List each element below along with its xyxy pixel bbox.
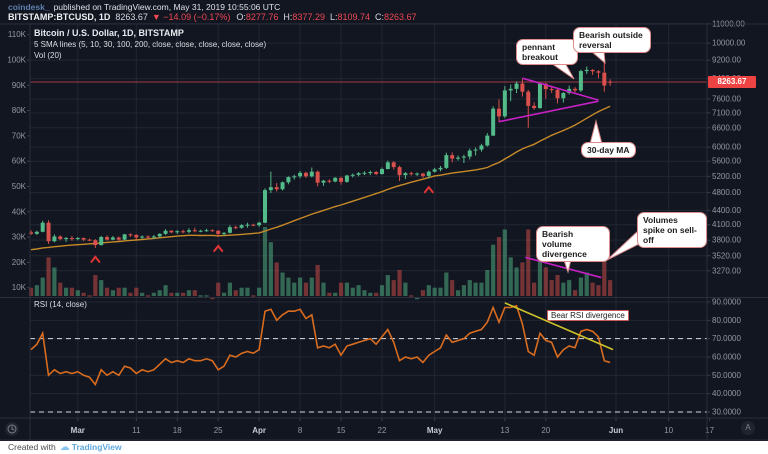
ma-30-line <box>30 105 611 251</box>
svg-text:20: 20 <box>541 426 550 435</box>
pennant-upper-line <box>522 77 599 101</box>
candlesticks <box>29 62 613 248</box>
svg-text:60.0000: 60.0000 <box>712 352 741 361</box>
svg-text:80K: 80K <box>12 106 27 115</box>
svg-text:3800.00: 3800.00 <box>712 236 741 245</box>
pane-frame <box>0 23 768 441</box>
axis-labels: 110K100K90K80K70K60K50K40K30K20K10K11000… <box>7 19 746 435</box>
svg-text:30.0000: 30.0000 <box>712 407 741 416</box>
pennant-lower-line <box>498 100 599 123</box>
annotation-30-day-ma: 30-day MA <box>581 142 636 159</box>
svg-text:100K: 100K <box>7 56 26 65</box>
svg-text:May: May <box>427 426 443 435</box>
author-link[interactable]: coindesk_ <box>8 2 50 12</box>
symbol-status-row: BITSTAMP:BTCUSD, 1D 8263.67 ▼ −14.09 (−0.1… <box>8 12 422 22</box>
open-value: O:8277.76 <box>236 12 279 22</box>
published-text: published on TradingView.com, May 31, 20… <box>53 2 281 12</box>
svg-text:90K: 90K <box>12 81 27 90</box>
svg-text:Jun: Jun <box>609 426 623 435</box>
svg-text:7600.00: 7600.00 <box>712 95 741 104</box>
svg-text:7100.00: 7100.00 <box>712 108 741 117</box>
annotation-volumes-spike: Volumes spike on sell-off <box>637 212 707 249</box>
svg-text:50.0000: 50.0000 <box>712 371 741 380</box>
svg-text:4400.00: 4400.00 <box>712 206 741 215</box>
rsi-pane <box>30 302 707 413</box>
svg-text:40.0000: 40.0000 <box>712 389 741 398</box>
instrument-title: Bitcoin / U.S. Dollar, 1D, BITSTAMP <box>34 28 184 38</box>
high-value: H:8377.29 <box>283 12 325 22</box>
svg-text:20K: 20K <box>12 258 27 267</box>
svg-text:13: 13 <box>500 426 509 435</box>
sma-study-label: 5 SMA lines (5, 10, 30, 100, 200, close,… <box>34 40 267 49</box>
svg-text:15: 15 <box>337 426 346 435</box>
timezone-clock-icon <box>7 424 17 434</box>
auto-scale-button[interactable]: A <box>741 421 755 435</box>
volume-bars <box>28 226 613 300</box>
svg-text:6000.00: 6000.00 <box>712 143 741 152</box>
svg-text:5200.00: 5200.00 <box>712 172 741 181</box>
svg-text:4100.00: 4100.00 <box>712 220 741 229</box>
annotation-bearish-outside-reversal: Bearish outside reversal <box>573 27 651 54</box>
low-value: L:8109.74 <box>329 12 371 22</box>
svg-text:Apr: Apr <box>252 426 266 435</box>
svg-text:50K: 50K <box>12 182 27 191</box>
last-price-tag: 8263.67 <box>708 76 756 88</box>
svg-text:11: 11 <box>132 426 141 435</box>
svg-text:3520.00: 3520.00 <box>712 251 741 260</box>
svg-text:90.0000: 90.0000 <box>712 298 741 307</box>
svg-text:30K: 30K <box>12 233 27 242</box>
svg-text:110K: 110K <box>8 30 27 39</box>
annotation-bearish-volume-divergence: Bearish volume divergence <box>536 226 610 263</box>
svg-text:22: 22 <box>378 426 387 435</box>
svg-text:18: 18 <box>173 426 182 435</box>
svg-text:4800.00: 4800.00 <box>712 188 741 197</box>
footer-bar: Created with ☁ TradingView <box>0 441 768 454</box>
svg-text:8: 8 <box>298 426 303 435</box>
last-price: 8263.67 <box>115 12 148 22</box>
tradingview-cloud-logo-icon: ☁ <box>59 442 70 453</box>
svg-text:5600.00: 5600.00 <box>712 157 741 166</box>
svg-text:80.0000: 80.0000 <box>712 316 741 325</box>
symbol-label: BITSTAMP:BTCUSD, 1D <box>8 12 111 22</box>
tradingview-brand-link[interactable]: TradingView <box>71 442 122 452</box>
main-pane-legend: Bitcoin / U.S. Dollar, 1D, BITSTAMP 5 SM… <box>34 28 266 62</box>
svg-text:6600.00: 6600.00 <box>712 123 741 132</box>
snapshot-byline: coindesk_ published on TradingView.com, M… <box>8 2 280 12</box>
svg-text:70.0000: 70.0000 <box>712 334 741 343</box>
svg-text:Mar: Mar <box>71 426 85 435</box>
timezone-clock-button[interactable] <box>5 422 19 436</box>
annotation-pennant-breakout: pennant breakout <box>516 39 578 66</box>
annotation-bear-rsi-divergence: Bear RSI divergence <box>547 310 629 322</box>
close-value: C:8263.67 <box>375 12 417 22</box>
svg-text:10: 10 <box>664 426 673 435</box>
volume-study-label: Vol (20) <box>34 51 62 60</box>
svg-text:10000.00: 10000.00 <box>712 39 746 48</box>
svg-text:60K: 60K <box>12 157 27 166</box>
price-change: ▼ −14.09 (−0.17%) <box>151 12 231 22</box>
created-with-text: Created with <box>8 442 56 452</box>
svg-text:3270.00: 3270.00 <box>712 266 741 275</box>
svg-text:10K: 10K <box>12 283 27 292</box>
svg-text:9200.00: 9200.00 <box>712 56 741 65</box>
svg-text:40K: 40K <box>12 207 27 216</box>
up-arrow-markers <box>90 185 434 263</box>
svg-text:70K: 70K <box>12 131 27 140</box>
svg-text:25: 25 <box>214 426 223 435</box>
svg-text:17: 17 <box>705 426 714 435</box>
rsi-divergence-line <box>504 302 614 351</box>
rsi-study-label: RSI (14, close) <box>34 300 87 309</box>
